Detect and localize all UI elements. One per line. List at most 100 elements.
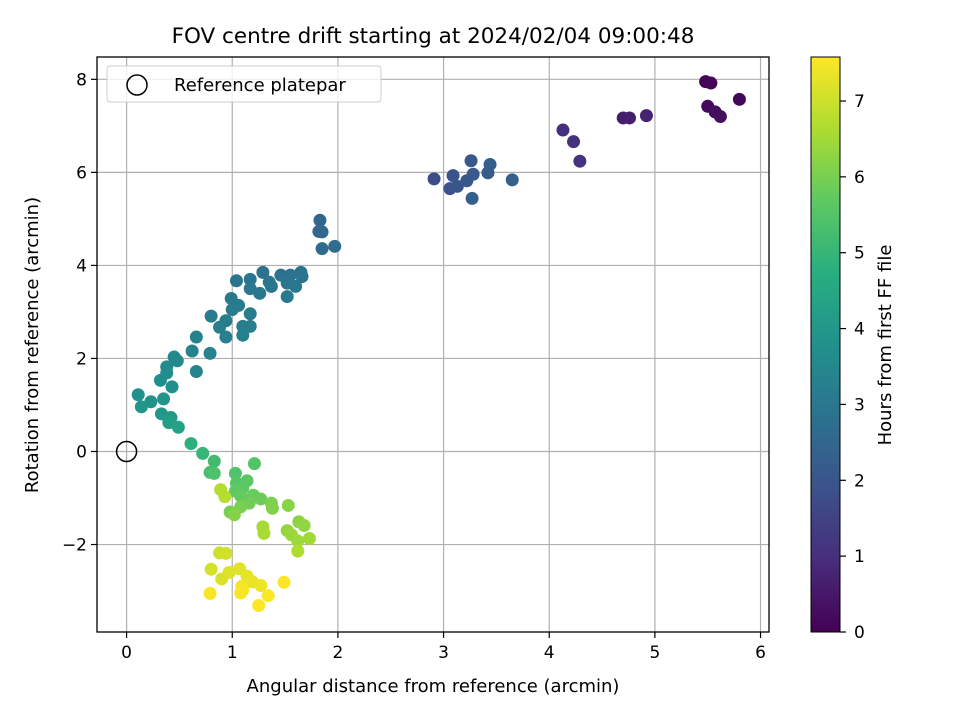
scatter-point bbox=[243, 319, 257, 333]
colorbar: 0 1 2 3 4 5 6 7 Hours from first FF file bbox=[810, 56, 896, 643]
scatter-point bbox=[261, 589, 275, 603]
scatter-point bbox=[243, 307, 257, 321]
y-tick-label: 6 bbox=[76, 163, 87, 183]
scatter-point bbox=[465, 191, 479, 205]
x-axis-ticks: 0 1 2 3 4 5 6 bbox=[121, 632, 766, 663]
x-tick-label: 0 bbox=[121, 643, 132, 663]
scatter-point bbox=[505, 173, 519, 187]
scatter-point bbox=[196, 446, 210, 460]
scatter-point bbox=[144, 395, 158, 409]
scatter-point bbox=[153, 373, 167, 387]
scatter-point bbox=[567, 135, 581, 149]
scatter-point bbox=[134, 400, 148, 414]
scatter-point bbox=[184, 437, 198, 451]
y-tick-label: 8 bbox=[76, 70, 87, 90]
scatter-point bbox=[185, 344, 199, 358]
scatter-point bbox=[302, 531, 316, 545]
y-tick-label: 0 bbox=[76, 442, 87, 462]
scatter-point bbox=[483, 157, 497, 171]
colorbar-tick-label: 0 bbox=[854, 623, 865, 643]
scatter-point bbox=[204, 562, 218, 576]
scatter-point bbox=[203, 346, 217, 360]
y-axis-label: Rotation from reference (arcmin) bbox=[22, 197, 43, 493]
scatter-point bbox=[265, 501, 279, 515]
scatter-point bbox=[157, 392, 171, 406]
scatter-point bbox=[253, 286, 267, 300]
scatter-point bbox=[450, 179, 464, 193]
scatter-point bbox=[427, 172, 441, 186]
scatter-point bbox=[213, 320, 227, 334]
scatter-point bbox=[254, 492, 268, 506]
y-tick-label: −2 bbox=[62, 536, 87, 556]
scatter-point bbox=[291, 534, 305, 548]
scatter-point bbox=[556, 123, 570, 137]
scatter-point bbox=[218, 490, 232, 504]
scatter-point bbox=[291, 544, 305, 558]
scatter-point bbox=[236, 328, 250, 342]
scatter-point bbox=[204, 309, 218, 323]
x-tick-label: 1 bbox=[227, 643, 238, 663]
scatter-point bbox=[289, 279, 303, 293]
scatter-point bbox=[252, 598, 266, 612]
scatter-point bbox=[623, 111, 637, 125]
colorbar-gradient bbox=[810, 56, 841, 633]
scatter-point bbox=[281, 498, 295, 512]
scatter-point bbox=[446, 169, 460, 183]
scatter-point bbox=[203, 586, 217, 600]
colorbar-tick-label: 1 bbox=[854, 547, 865, 567]
x-axis-label: Angular distance from reference (arcmin) bbox=[247, 676, 620, 697]
x-tick-label: 4 bbox=[544, 643, 555, 663]
scatter-point bbox=[219, 546, 233, 560]
scatter-point bbox=[464, 154, 478, 168]
scatter-point bbox=[315, 242, 329, 256]
colorbar-tick-label: 7 bbox=[854, 92, 865, 112]
scatter-point bbox=[254, 578, 268, 592]
scatter-point bbox=[573, 154, 587, 168]
scatter-point bbox=[229, 274, 243, 288]
x-tick-label: 6 bbox=[755, 643, 766, 663]
grid-lines bbox=[97, 57, 769, 632]
scatter-point bbox=[171, 420, 185, 434]
scatter-point bbox=[280, 290, 294, 304]
scatter-point bbox=[228, 466, 242, 480]
scatter-point bbox=[189, 364, 203, 378]
scatter-point bbox=[234, 586, 248, 600]
colorbar-label: Hours from first FF file bbox=[875, 245, 896, 446]
scatter-point bbox=[219, 330, 233, 344]
scatter-point bbox=[315, 225, 329, 239]
colorbar-tick-label: 2 bbox=[854, 471, 865, 491]
scatter-point bbox=[264, 279, 278, 293]
scatter-point bbox=[256, 265, 270, 279]
scatter-point bbox=[243, 272, 257, 286]
scatter-point bbox=[732, 92, 746, 106]
legend-label: Reference platepar bbox=[174, 75, 346, 96]
y-axis-ticks: −2 0 2 4 6 8 bbox=[62, 70, 97, 556]
scatter-point bbox=[704, 76, 718, 90]
x-tick-label: 5 bbox=[649, 643, 660, 663]
colorbar-tick-label: 3 bbox=[854, 395, 865, 415]
scatter-point bbox=[713, 110, 727, 124]
scatter-point bbox=[295, 270, 309, 284]
scatter-point bbox=[165, 380, 179, 394]
scatter-point bbox=[328, 239, 342, 253]
scatter-point bbox=[170, 354, 184, 368]
scatter-point bbox=[297, 518, 311, 532]
scatter-point bbox=[131, 388, 145, 402]
x-tick-label: 2 bbox=[332, 643, 343, 663]
x-tick-label: 3 bbox=[438, 643, 449, 663]
scatter-point bbox=[313, 213, 327, 227]
reference-point-marker bbox=[115, 440, 138, 463]
scatter-point bbox=[225, 303, 239, 317]
scatter-point bbox=[247, 457, 261, 471]
colorbar-tick-label: 4 bbox=[854, 320, 865, 340]
colorbar-tick-label: 5 bbox=[854, 244, 865, 264]
colorbar-tick-label: 6 bbox=[854, 168, 865, 188]
plot-frame bbox=[96, 56, 770, 633]
scatter-point bbox=[639, 109, 653, 123]
scatter-point bbox=[222, 565, 236, 579]
legend: Reference platepar bbox=[106, 65, 382, 103]
scatter-point bbox=[207, 466, 221, 480]
scatter-point bbox=[207, 454, 221, 468]
colorbar-ticks: 0 1 2 3 4 5 6 7 bbox=[840, 92, 865, 643]
